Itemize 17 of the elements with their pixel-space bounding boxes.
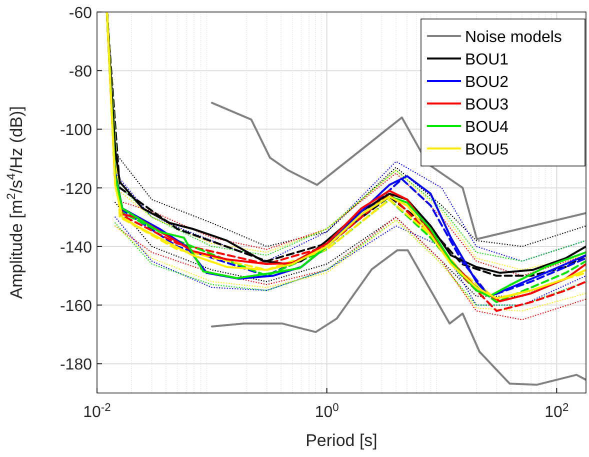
x-tick-label: 10$^{2}$	[544, 402, 569, 421]
legend-label: BOU5	[465, 142, 509, 158]
y-tick-label: -140	[60, 239, 92, 256]
legend-label: BOU4	[465, 119, 509, 136]
legend-label: Noise models	[465, 29, 562, 46]
y-tick-label: -60	[68, 5, 92, 22]
y-tick-label: -160	[60, 298, 92, 316]
legend-label: BOU1	[465, 52, 509, 68]
y-tick-label: -100	[60, 122, 92, 140]
x-tick-label: 10$^{-2}$	[83, 402, 111, 421]
y-tick-label: -180	[60, 356, 92, 374]
legend-label: BOU3	[465, 96, 509, 114]
x-tick-label: 10$^{0}$	[314, 402, 339, 421]
y-tick-label: -80	[68, 64, 92, 81]
x-axis-title: Period [s]	[306, 431, 378, 450]
y-tick-label: -120	[60, 180, 92, 198]
legend-label: BOU2	[465, 74, 509, 91]
